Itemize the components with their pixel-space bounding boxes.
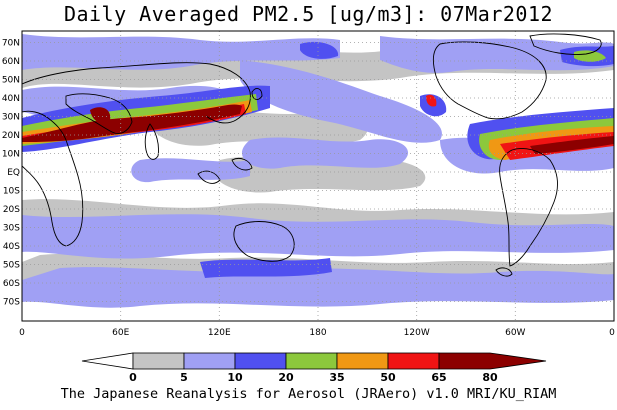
map-title: Daily Averaged PM2.5 [ug/m3]: 07Mar2012 <box>63 2 554 26</box>
map-frame <box>21 30 615 322</box>
lat-label: 30S <box>3 224 20 234</box>
colorbar-bin <box>183 352 236 370</box>
colorbar-tick: 80 <box>482 371 498 384</box>
lat-label: 40N <box>2 94 20 104</box>
colorbar-bin <box>234 352 287 370</box>
footer-credit: The Japanese Reanalysis for Aerosol (JRA… <box>60 386 557 402</box>
colorbar-tick: 0 <box>129 371 137 384</box>
lat-label: 40S <box>3 242 20 252</box>
colorbar-bin <box>285 352 338 370</box>
colorbar-bin <box>438 352 547 370</box>
lon-label: 120E <box>208 328 231 338</box>
lon-label: 60W <box>505 328 525 338</box>
colorbar <box>81 352 547 370</box>
lat-label: EQ <box>7 168 20 178</box>
colorbar-tick: 65 <box>431 371 446 384</box>
lat-label: 70N <box>2 39 20 49</box>
lon-label: 60E <box>112 328 129 338</box>
colorbar-tick: 10 <box>227 371 243 384</box>
pm25-band-80-plus <box>22 104 614 154</box>
lat-label: 10S <box>3 187 20 197</box>
colorbar-ticks: 0 5 10 20 35 50 65 80 <box>129 371 498 384</box>
lon-label: 0 <box>609 328 615 338</box>
lat-label: 60N <box>2 57 20 67</box>
lat-label: 50N <box>2 76 20 86</box>
colorbar-tick: 20 <box>278 371 294 384</box>
coastlines <box>22 33 602 277</box>
lat-label: 30N <box>2 113 20 123</box>
lon-label: 120W <box>404 328 430 338</box>
graticule <box>22 31 614 321</box>
lat-label: 20N <box>2 131 20 141</box>
lon-label: 180 <box>309 328 326 338</box>
colorbar-bin <box>132 352 185 370</box>
colorbar-bin <box>387 352 440 370</box>
lat-label: 50S <box>3 261 20 271</box>
lat-label: 60S <box>3 279 20 289</box>
longitude-labels: 0 60E 120E 180 120W 60W 0 <box>19 328 615 338</box>
lat-label: 10N <box>2 150 20 160</box>
colorbar-tick: 50 <box>380 371 396 384</box>
colorbar-bin <box>81 352 134 370</box>
lat-label: 70S <box>3 298 20 308</box>
colorbar-tick: 5 <box>180 371 188 384</box>
colorbar-tick: 35 <box>329 371 344 384</box>
concentration-field <box>22 34 614 308</box>
lat-label: 20S <box>3 205 20 215</box>
latitude-labels: 70N 60N 50N 40N 30N 20N 10N EQ 10S 20S 3… <box>2 39 20 308</box>
lon-label: 0 <box>19 328 25 338</box>
colorbar-bin <box>336 352 389 370</box>
